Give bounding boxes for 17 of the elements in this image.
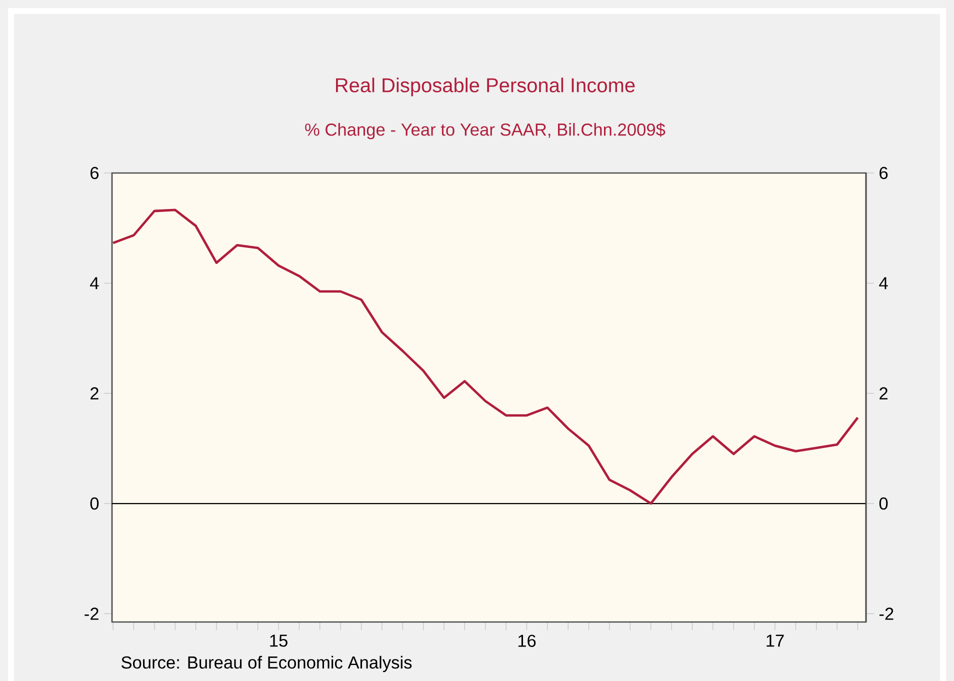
y-tick-label: 2 xyxy=(880,387,888,400)
line-series xyxy=(112,208,859,505)
x-tick-label: 17 xyxy=(766,634,784,647)
y-tick-label: 0 xyxy=(879,497,888,510)
chart-title: Real Disposable Personal Income xyxy=(336,78,635,96)
y2-tick-label: 2 xyxy=(90,387,98,400)
y-tick-label: -2 xyxy=(879,608,894,620)
y-tick-label: 4 xyxy=(879,277,888,290)
y2-tick-label: 4 xyxy=(90,277,99,290)
y2-tick-label: -2 xyxy=(84,608,98,620)
source-note: Source: Bureau of Economic Analysis xyxy=(122,656,412,672)
x-tick-label: 16 xyxy=(518,634,536,647)
y2-tick-label: 0 xyxy=(90,497,99,510)
chart-subtitle: % Change - Year to Year SAAR, Bil.Chn.2009$ xyxy=(305,122,666,140)
y-tick-label: 6 xyxy=(880,166,888,180)
y2-tick-label: 6 xyxy=(90,166,99,180)
x-tick-label: 15 xyxy=(270,634,288,647)
